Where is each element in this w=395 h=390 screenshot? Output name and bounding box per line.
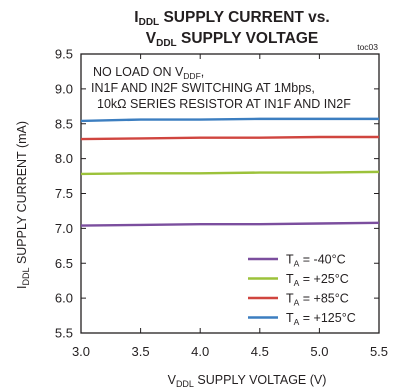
x-axis-label: VDDL SUPPLY VOLTAGE (V) xyxy=(168,373,327,389)
chart-title-line2: VDDL SUPPLY VOLTAGE xyxy=(146,30,318,49)
legend-label-1: TA = +25°C xyxy=(286,272,349,288)
y-axis-label-symbol: I xyxy=(15,286,29,289)
legend-label-3: TA = +125°C xyxy=(286,311,356,327)
axis-ticks xyxy=(81,54,379,333)
chart-title-line1: IDDL SUPPLY CURRENT vs. xyxy=(134,9,329,28)
y-tick-labels: 5.5 6.0 6.5 7.0 7.5 8.0 8.5 9.0 9.5 xyxy=(55,47,73,341)
series-line-1 xyxy=(80,170,380,176)
y-tick-label: 9.0 xyxy=(55,81,73,96)
y-tick-label: 5.5 xyxy=(55,326,73,341)
legend-label-0: TA = -40°C xyxy=(286,253,346,269)
annotation-line1-subscript: DDF xyxy=(183,71,200,81)
y-tick-label: 7.5 xyxy=(55,186,73,201)
legend: TA = -40°C TA = +25°C TA = +85°C TA = +125°… xyxy=(248,253,356,327)
series-line-0 xyxy=(80,221,380,227)
title1-text: SUPPLY CURRENT vs. xyxy=(159,9,330,26)
x-tick-label: 5.5 xyxy=(370,344,388,359)
legend-label-2: TA = +85°C xyxy=(286,292,349,308)
x-tick-label: 3.0 xyxy=(72,344,90,359)
x-tick-label: 4.0 xyxy=(191,344,209,359)
x-axis-label-symbol: V xyxy=(168,373,177,387)
y-tick-label: 9.5 xyxy=(55,47,73,62)
title2-subscript: DDL xyxy=(156,38,177,49)
x-axis-label-text: SUPPLY VOLTAGE (V) xyxy=(194,373,326,387)
omega-symbol: Ω xyxy=(117,97,126,111)
annotation-line1: NO LOAD ON VDDF, xyxy=(93,65,204,81)
annotation-line1-text: NO LOAD ON V xyxy=(93,65,184,79)
x-axis-label-subscript: DDL xyxy=(176,379,194,389)
y-tick-label: 8.0 xyxy=(55,151,73,166)
annotation-line3: 10kΩ SERIES RESISTOR AT IN1F AND IN2F xyxy=(97,97,351,111)
annotation-line1-suffix: , xyxy=(201,65,204,79)
y-tick-label: 6.0 xyxy=(55,291,73,306)
y-tick-label: 7.0 xyxy=(55,221,73,236)
y-tick-label: 8.5 xyxy=(55,116,73,131)
x-tick-labels: 3.0 3.5 4.0 4.5 5.0 5.5 xyxy=(72,344,388,359)
title2-symbol: V xyxy=(146,30,157,47)
x-tick-label: 3.5 xyxy=(132,344,150,359)
y-axis-label: IDDL SUPPLY CURRENT (mA) xyxy=(15,121,31,289)
annotation-line2: IN1F AND IN2F SWITCHING AT 1Mbps, xyxy=(91,81,315,95)
series-line-3 xyxy=(80,117,379,123)
title1-subscript: DDL xyxy=(139,17,160,28)
annotation-line3-prefix: 10k xyxy=(97,97,118,111)
series-line-2 xyxy=(80,135,379,141)
y-tick-label: 6.5 xyxy=(55,256,73,271)
y-axis-label-text: SUPPLY CURRENT (mA) xyxy=(15,121,29,268)
title2-text: SUPPLY VOLTAGE xyxy=(177,30,319,47)
series-lines xyxy=(80,117,380,227)
annotation-line3-suffix: SERIES RESISTOR AT IN1F AND IN2F xyxy=(127,97,352,111)
x-tick-label: 5.0 xyxy=(310,344,328,359)
x-tick-label: 4.5 xyxy=(251,344,269,359)
y-axis-label-subscript: DDL xyxy=(21,268,31,286)
title1-symbol: I xyxy=(134,9,138,26)
figure-tag: toc03 xyxy=(357,42,378,52)
